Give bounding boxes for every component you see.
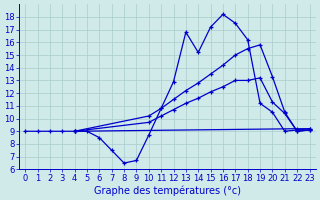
- X-axis label: Graphe des températures (°c): Graphe des températures (°c): [94, 185, 241, 196]
